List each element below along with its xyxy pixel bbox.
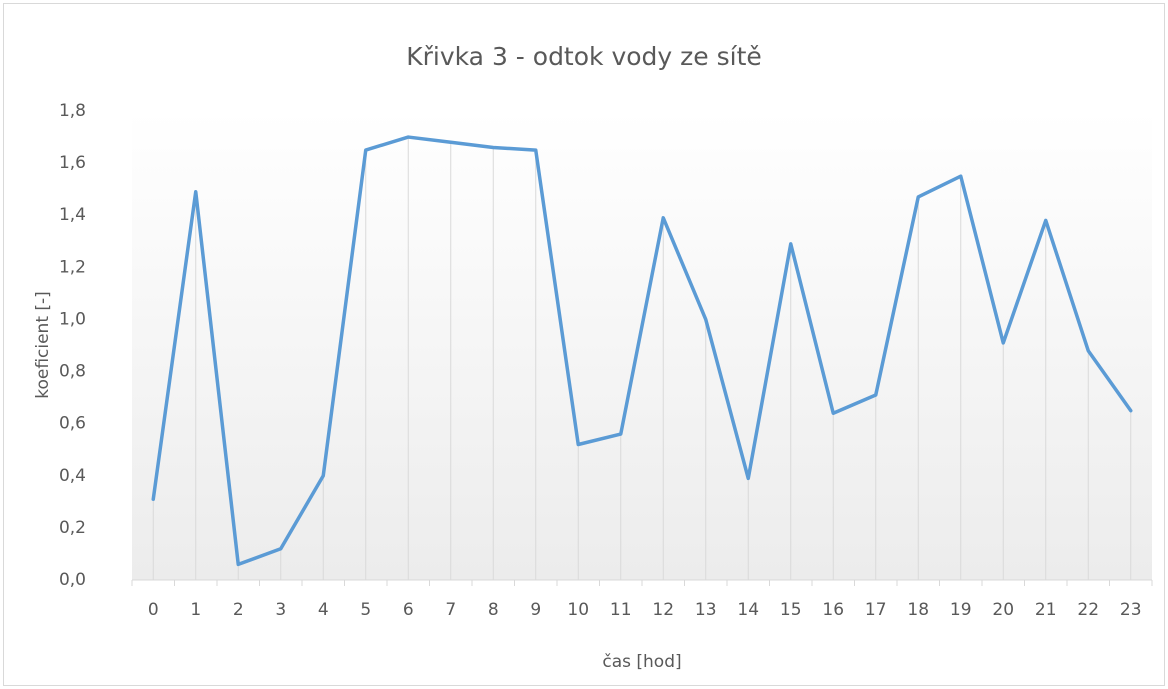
x-tick-label: 14 xyxy=(737,600,759,620)
x-tick-label: 4 xyxy=(318,600,329,620)
plot-area xyxy=(132,111,1152,580)
chart-title: Křivka 3 - odtok vody ze sítě xyxy=(406,42,762,71)
x-tick-label: 1 xyxy=(190,600,201,620)
y-tick-label: 0,8 xyxy=(59,362,86,382)
x-axis-label: čas [hod] xyxy=(602,652,681,672)
x-tick-label: 5 xyxy=(360,600,371,620)
y-tick-label: 0,2 xyxy=(59,518,86,538)
y-tick-label: 0,0 xyxy=(59,570,86,590)
y-tick-label: 0,4 xyxy=(59,466,86,486)
x-tick-label: 11 xyxy=(610,600,632,620)
y-tick-label: 1,4 xyxy=(59,205,86,225)
y-tick-label: 1,2 xyxy=(59,257,86,277)
x-tick-label: 15 xyxy=(780,600,802,620)
x-tick-label: 17 xyxy=(865,600,887,620)
x-tick-label: 10 xyxy=(567,600,589,620)
x-tick-label: 13 xyxy=(695,600,717,620)
x-tick-label: 12 xyxy=(652,600,674,620)
x-tick-label: 23 xyxy=(1120,600,1142,620)
x-tick-label: 7 xyxy=(445,600,456,620)
x-tick-label: 18 xyxy=(907,600,929,620)
x-tick-label: 20 xyxy=(992,600,1014,620)
x-tick-label: 6 xyxy=(403,600,414,620)
y-tick-label: 1,0 xyxy=(59,309,86,329)
x-tick-label: 3 xyxy=(275,600,286,620)
x-tick-label: 8 xyxy=(488,600,499,620)
x-tick-label: 0 xyxy=(148,600,159,620)
x-tick-label: 16 xyxy=(822,600,844,620)
y-tick-label: 1,8 xyxy=(59,101,86,121)
x-tick-label: 21 xyxy=(1035,600,1057,620)
x-tick-label: 2 xyxy=(233,600,244,620)
y-tick-label: 0,6 xyxy=(59,414,86,434)
y-axis-label: koeficient [-] xyxy=(33,291,53,399)
x-tick-label: 9 xyxy=(530,600,541,620)
x-tick-label: 19 xyxy=(950,600,972,620)
data-line xyxy=(151,135,1133,567)
y-tick-label: 1,6 xyxy=(59,153,86,173)
x-tick-label: 22 xyxy=(1077,600,1099,620)
